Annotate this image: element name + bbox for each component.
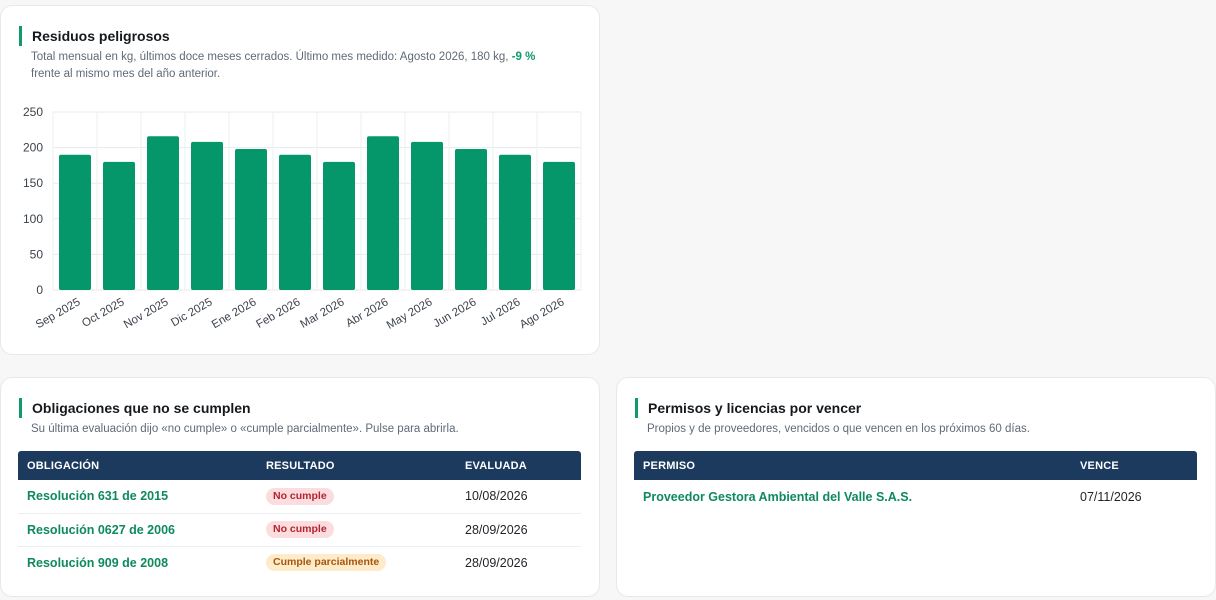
permits-subtitle: Propios y de proveedores, vencidos o que…	[647, 423, 1030, 435]
y-tick-label: 100	[23, 212, 43, 226]
obligation-link[interactable]: Resolución 0627 de 2006	[27, 522, 175, 537]
bar	[279, 154, 311, 290]
status-badge: Cumple parcialmente	[266, 554, 387, 572]
hazardous-waste-title: Residuos peligrosos	[19, 26, 170, 46]
expires-date: 07/11/2026	[1080, 489, 1142, 504]
col-evaluated: EVALUADA	[456, 451, 581, 480]
bar	[323, 161, 355, 290]
permit-link[interactable]: Proveedor Gestora Ambiental del Valle S.…	[643, 489, 913, 504]
bar	[367, 136, 399, 290]
col-obligation: OBLIGACIÓN	[18, 451, 257, 480]
bar	[543, 161, 575, 290]
x-tick-label: May 2026	[385, 296, 435, 332]
status-badge: No cumple	[266, 521, 334, 538]
bar	[103, 161, 135, 290]
x-tick-label: Abr 2026	[344, 296, 390, 330]
evaluated-date: 28/09/2026	[456, 513, 581, 547]
col-permit: PERMISO	[634, 451, 1071, 480]
x-tick-label: Oct 2025	[80, 296, 126, 330]
col-expires: VENCE	[1071, 451, 1197, 480]
obligations-table-header: OBLIGACIÓN RESULTADO EVALUADA	[18, 451, 581, 480]
obligation-link[interactable]: Resolución 631 de 2015	[27, 489, 169, 504]
x-tick-label: Ago 2026	[518, 296, 567, 331]
bar	[499, 154, 531, 290]
permits-card: Permisos y licencias por vencer Propios …	[616, 377, 1216, 597]
x-tick-label: Ene 2026	[210, 296, 259, 331]
permits-table-header: PERMISO VENCE	[634, 451, 1197, 480]
y-tick-label: 50	[30, 247, 44, 261]
obligations-subtitle: Su última evaluación dijo «no cumple» o …	[31, 423, 459, 435]
x-tick-label: Nov 2025	[122, 296, 171, 331]
table-row[interactable]: Resolución 909 de 2008 Cumple parcialmen…	[18, 546, 581, 579]
y-tick-label: 250	[23, 105, 43, 119]
col-result: RESULTADO	[257, 451, 456, 480]
bar	[59, 154, 91, 290]
x-tick-label: Feb 2026	[254, 296, 302, 331]
subtitle-text-2: frente al mismo mes del año anterior.	[31, 68, 221, 80]
table-row[interactable]: Resolución 0627 de 2006 No cumple 28/09/…	[18, 513, 581, 547]
x-tick-label: Jun 2026	[432, 296, 479, 330]
bar	[235, 149, 267, 290]
hazardous-waste-subtitle: Total mensual en kg, últimos doce meses …	[31, 49, 591, 83]
subtitle-text: Total mensual en kg, últimos doce meses …	[31, 51, 509, 63]
evaluated-date: 10/08/2026	[456, 480, 581, 514]
bar	[147, 136, 179, 290]
obligations-table: OBLIGACIÓN RESULTADO EVALUADA Resolución…	[18, 451, 581, 579]
table-row[interactable]: Resolución 631 de 2015 No cumple 10/08/2…	[18, 480, 581, 514]
bar	[411, 141, 443, 290]
x-tick-label: Jul 2026	[479, 296, 523, 328]
permits-title: Permisos y licencias por vencer	[635, 398, 861, 418]
x-tick-label: Mar 2026	[298, 296, 346, 331]
status-badge: No cumple	[266, 487, 334, 505]
bar	[455, 149, 487, 290]
table-row[interactable]: Proveedor Gestora Ambiental del Valle S.…	[634, 480, 1197, 513]
permits-table: PERMISO VENCE Proveedor Gestora Ambienta…	[634, 451, 1197, 513]
hazardous-waste-card: Residuos peligrosos Total mensual en kg,…	[0, 5, 600, 355]
yoy-change-value: -9 %	[511, 51, 536, 63]
obligations-title: Obligaciones que no se cumplen	[19, 398, 251, 418]
y-tick-label: 200	[23, 141, 43, 155]
evaluated-date: 28/09/2026	[465, 555, 528, 570]
y-tick-label: 150	[23, 176, 43, 190]
x-tick-label: Dic 2025	[169, 296, 214, 329]
bar	[191, 141, 223, 290]
obligation-link[interactable]: Resolución 909 de 2008	[27, 555, 169, 570]
x-tick-label: Sep 2025	[34, 296, 83, 331]
y-tick-label: 0	[36, 283, 43, 297]
